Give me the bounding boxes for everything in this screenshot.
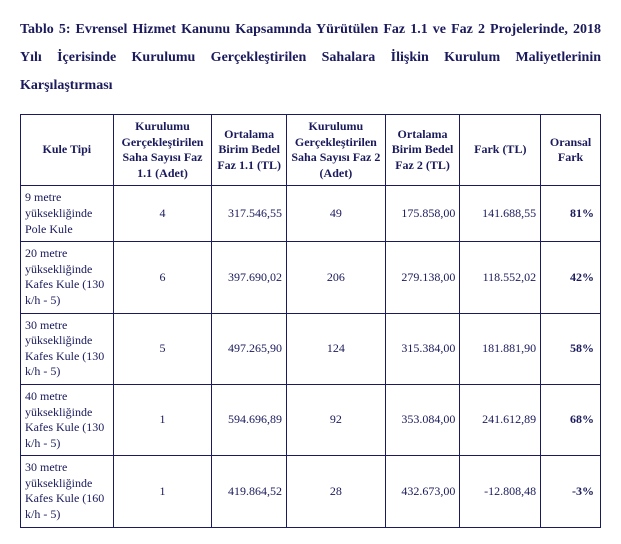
- cell-c4: 28: [287, 456, 386, 527]
- cell-c5: 353.084,00: [385, 384, 460, 455]
- col-header-oransal: Oransal Fark: [541, 115, 601, 186]
- cell-c2: 5: [113, 313, 212, 384]
- cell-c4: 92: [287, 384, 386, 455]
- cell-c1: 20 metre yüksekliğinde Kafes Kule (130 k…: [21, 242, 114, 313]
- cell-c6: 141.688,55: [460, 186, 541, 242]
- cell-c3: 497.265,90: [212, 313, 287, 384]
- cell-c6: 118.552,02: [460, 242, 541, 313]
- cell-c2: 4: [113, 186, 212, 242]
- cell-c3: 317.546,55: [212, 186, 287, 242]
- col-header-fark: Fark (TL): [460, 115, 541, 186]
- cell-c4: 124: [287, 313, 386, 384]
- cell-c4: 49: [287, 186, 386, 242]
- cell-c2: 1: [113, 384, 212, 455]
- cell-c2: 6: [113, 242, 212, 313]
- col-header-bedel-faz11: Ortalama Birim Bedel Faz 1.1 (TL): [212, 115, 287, 186]
- cell-c7: 42%: [541, 242, 601, 313]
- col-header-saha-faz11: Kurulumu Gerçekleştirilen Saha Sayısı Fa…: [113, 115, 212, 186]
- cell-c5: 279.138,00: [385, 242, 460, 313]
- cost-comparison-table: Kule Tipi Kurulumu Gerçekleştirilen Saha…: [20, 114, 601, 528]
- cell-c3: 419.864,52: [212, 456, 287, 527]
- cell-c1: 30 metre yüksekliğinde Kafes Kule (130 k…: [21, 313, 114, 384]
- cell-c7: 81%: [541, 186, 601, 242]
- cell-c3: 397.690,02: [212, 242, 287, 313]
- cell-c7: -3%: [541, 456, 601, 527]
- cell-c5: 175.858,00: [385, 186, 460, 242]
- table-title: Tablo 5: Evrensel Hizmet Kanunu Kapsamın…: [20, 16, 601, 100]
- table-row: 30 metre yüksekliğinde Kafes Kule (160 k…: [21, 456, 601, 527]
- cell-c2: 1: [113, 456, 212, 527]
- cell-c5: 432.673,00: [385, 456, 460, 527]
- cell-c1: 9 metre yüksekliğinde Pole Kule: [21, 186, 114, 242]
- cell-c7: 58%: [541, 313, 601, 384]
- cell-c6: 241.612,89: [460, 384, 541, 455]
- cell-c6: 181.881,90: [460, 313, 541, 384]
- title-last: Karşılaştırması: [20, 72, 601, 100]
- cell-c3: 594.696,89: [212, 384, 287, 455]
- col-header-kule-tipi: Kule Tipi: [21, 115, 114, 186]
- col-header-saha-faz2: Kurulumu Gerçekleştirilen Saha Sayısı Fa…: [287, 115, 386, 186]
- cell-c1: 30 metre yüksekliğinde Kafes Kule (160 k…: [21, 456, 114, 527]
- cell-c6: -12.808,48: [460, 456, 541, 527]
- table-row: 30 metre yüksekliğinde Kafes Kule (130 k…: [21, 313, 601, 384]
- cell-c1: 40 metre yüksekliğinde Kafes Kule (130 k…: [21, 384, 114, 455]
- table-header-row: Kule Tipi Kurulumu Gerçekleştirilen Saha…: [21, 115, 601, 186]
- cell-c5: 315.384,00: [385, 313, 460, 384]
- col-header-bedel-faz2: Ortalama Birim Bedel Faz 2 (TL): [385, 115, 460, 186]
- cell-c7: 68%: [541, 384, 601, 455]
- table-row: 9 metre yüksekliğinde Pole Kule4317.546,…: [21, 186, 601, 242]
- table-row: 40 metre yüksekliğinde Kafes Kule (130 k…: [21, 384, 601, 455]
- table-row: 20 metre yüksekliğinde Kafes Kule (130 k…: [21, 242, 601, 313]
- cell-c4: 206: [287, 242, 386, 313]
- title-main: Tablo 5: Evrensel Hizmet Kanunu Kapsamın…: [20, 22, 601, 65]
